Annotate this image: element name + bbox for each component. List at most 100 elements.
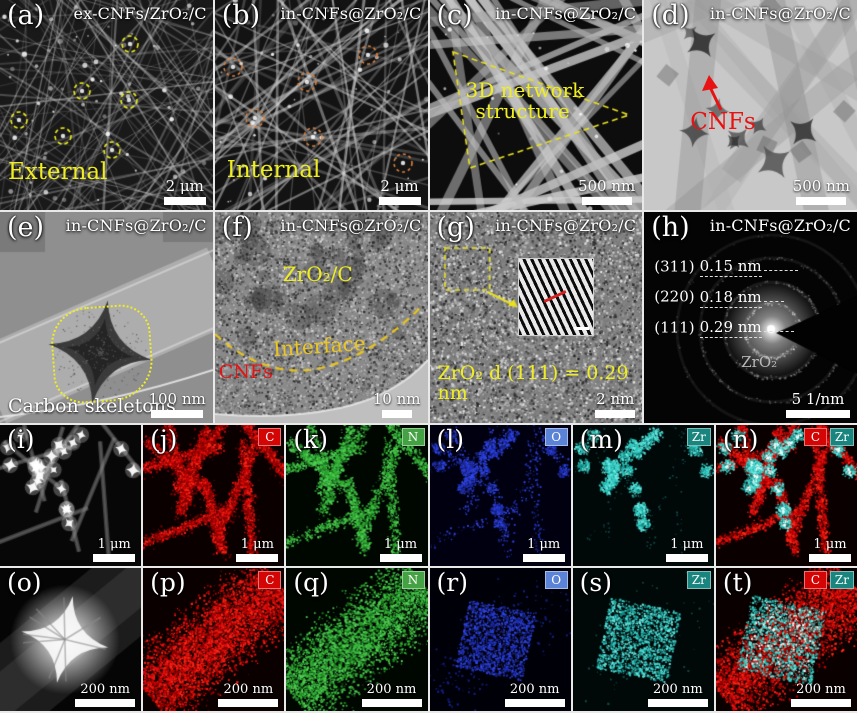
scale-text: 1 μm [97, 537, 131, 553]
panel-letter: (s) [579, 568, 612, 597]
scale-rule [75, 699, 136, 707]
panel-letter: (l) [436, 425, 465, 454]
scale-text: 500 nm [577, 177, 636, 196]
panel-letter: (o) [7, 568, 42, 597]
panel-q: (q) N 200 nm [286, 568, 428, 711]
annotation-internal: Internal [226, 156, 321, 183]
zro2-center-label: ZrO₂ [741, 353, 778, 371]
eds-map-o [429, 425, 571, 566]
scale-bar: 200 nm [75, 683, 136, 707]
leader-line [763, 286, 784, 302]
annotation-line1: 3D network [465, 78, 585, 102]
scale-text: 10 nm [372, 390, 421, 409]
scale-rule [236, 554, 279, 562]
annotation-3d-network: 3D network structure [466, 80, 585, 122]
panel-j: (j) C 1 μm [143, 425, 285, 566]
scale-text: 1 μm [240, 537, 274, 553]
scale-text: 500 nm [792, 177, 850, 196]
sample-title: in-CNFs@ZrO₂/C [495, 4, 637, 23]
scale-bar: 1 μm [93, 537, 136, 562]
panel-letter: (k) [293, 425, 328, 454]
scale-bar: 200 nm [791, 683, 851, 707]
panel-letter: (d) [651, 0, 690, 31]
panel-letter: (c) [436, 0, 473, 31]
carbon-skeleton-outline [48, 302, 156, 406]
panel-l: (l) O 1 μm [429, 425, 571, 566]
ring-plane: (311) [654, 257, 695, 276]
scale-text: 1 μm [670, 537, 704, 553]
scale-bar: 5 1/nm [786, 390, 850, 418]
ring-111: (111) 0.29 nm [654, 317, 797, 338]
panel-letter: (e) [7, 212, 45, 243]
grid-bottom: (i) 1 μm (j) C 1 μm (k) N 1 μm (l) O 1 μ… [0, 425, 857, 711]
element-badges: C [258, 428, 282, 447]
annotation-carbon-skeletons: Carbon skeletons [8, 395, 176, 418]
panel-letter: (t) [722, 568, 753, 597]
scale-text: 1 μm [813, 537, 847, 553]
element-badges: Zr [686, 571, 711, 590]
annotation-line2: structure [475, 99, 570, 123]
scale-rule [504, 699, 565, 707]
stem-image-i [0, 425, 142, 566]
scale-rule [93, 554, 136, 562]
scale-bar: 2 μm [378, 178, 421, 205]
scale-rule [595, 410, 636, 418]
sample-title: in-CNFs@ZrO₂/C [709, 216, 851, 235]
scale-bar: 500 nm [792, 177, 850, 205]
scale-text: 1 μm [527, 537, 561, 553]
sample-title: in-CNFs@ZrO₂/C [280, 4, 422, 23]
scale-text: 1 μm [383, 537, 418, 553]
element-badges: C [258, 571, 282, 590]
sem-micrograph-b [214, 0, 428, 210]
eds-map-zr [572, 425, 714, 566]
panel-letter: (h) [651, 212, 690, 243]
panel-m: (m) Zr 1 μm [572, 425, 714, 566]
scale-bar: 100 nm [148, 391, 206, 418]
eds-map-c [143, 568, 285, 711]
eds-map-c [143, 425, 285, 566]
panel-letter: (b) [221, 0, 261, 31]
element-badge-c: C [258, 428, 282, 447]
ring-plane: (220) [654, 287, 695, 306]
element-badge-c: C [803, 428, 827, 447]
panel-k: (k) N 1 μm [286, 425, 428, 566]
panel-r: (r) O 200 nm [429, 568, 571, 711]
scale-rule [665, 554, 708, 562]
element-badge-c: C [803, 571, 827, 590]
element-badge-o: O [544, 571, 568, 590]
cnfs-arrow-icon [702, 75, 723, 111]
panel-letter: (r) [436, 568, 468, 597]
panel-letter: (p) [150, 568, 186, 597]
scale-text: 5 1/nm [791, 390, 845, 409]
eds-map-n [286, 425, 428, 566]
panel-letter: (f) [221, 212, 253, 243]
scale-bar: 1 μm [379, 537, 422, 562]
d-spacing-mark [542, 290, 567, 303]
scale-bar: 2 μm [163, 177, 206, 205]
scale-bar: 200 nm [504, 683, 565, 707]
scale-text: 2 μm [165, 177, 204, 196]
scale-text: 200 nm [653, 682, 703, 698]
leader-line [763, 317, 794, 332]
leader-line [763, 256, 798, 272]
stem-image-o [0, 568, 142, 711]
annotation-d-spacing: ZrO₂ d (111) = 0.29 nm [437, 362, 629, 404]
panel-n: (n) C Zr 1 μm [715, 425, 857, 566]
panel-h: (h) in-CNFs@ZrO₂/C (311) 0.15 nm (220) 0.1… [644, 212, 857, 423]
scale-rule [218, 699, 279, 707]
element-badge-n: N [401, 428, 425, 447]
element-badges: C Zr [803, 571, 854, 590]
scale-rule [378, 197, 421, 205]
scale-bar: 10 nm [372, 390, 421, 418]
element-badges: N [401, 571, 425, 590]
eds-map-o [429, 568, 571, 711]
scale-bar: 1 μm [665, 537, 708, 562]
element-badges: O [544, 428, 568, 447]
ring-spacing: 0.18 nm [699, 287, 762, 308]
annotation-zro2c: ZrO₂/C [282, 262, 353, 286]
annotation-external: External [8, 158, 108, 185]
annotation-cnfs: CNFs [218, 361, 273, 383]
sem-micrograph-c [429, 0, 643, 210]
panel-letter: (a) [7, 0, 45, 31]
ring-spacing: 0.29 nm [699, 317, 762, 338]
